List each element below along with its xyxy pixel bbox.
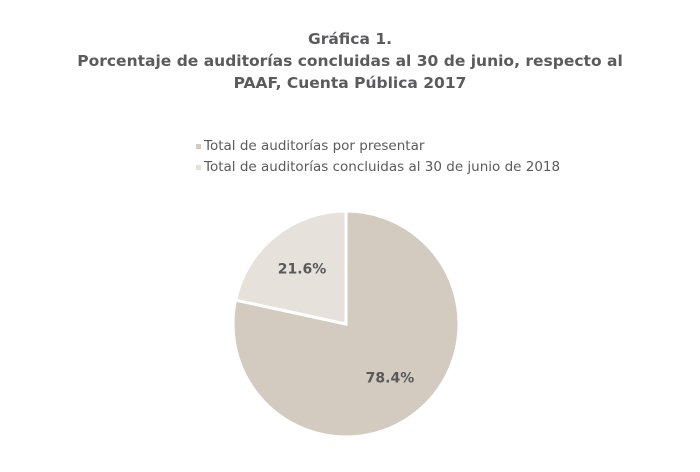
legend-swatch-concluidas bbox=[196, 165, 201, 170]
legend-item-concluidas: Total de auditorías concluidas al 30 de … bbox=[196, 157, 560, 178]
legend-item-por-presentar: Total de auditorías por presentar bbox=[196, 136, 560, 157]
legend-label-concluidas: Total de auditorías concluidas al 30 de … bbox=[204, 159, 561, 175]
legend-swatch-por-presentar bbox=[196, 144, 201, 149]
pie-label-concluidas: 21.6% bbox=[278, 261, 327, 277]
legend-label-por-presentar: Total de auditorías por presentar bbox=[204, 138, 425, 154]
chart-title: Gráfica 1. Porcentaje de auditorías conc… bbox=[0, 28, 700, 94]
pie-slice-concluidas bbox=[233, 209, 348, 326]
pie-label-por-presentar: 78.4% bbox=[366, 371, 415, 387]
chart-legend: Total de auditorías por presentar Total … bbox=[196, 136, 560, 178]
chart-title-line-1: Gráfica 1. bbox=[307, 30, 393, 48]
chart-title-line-2: Porcentaje de auditorías concluidas al 3… bbox=[77, 52, 623, 70]
chart-title-line-3: PAAF, Cuenta Pública 2017 bbox=[233, 74, 467, 92]
